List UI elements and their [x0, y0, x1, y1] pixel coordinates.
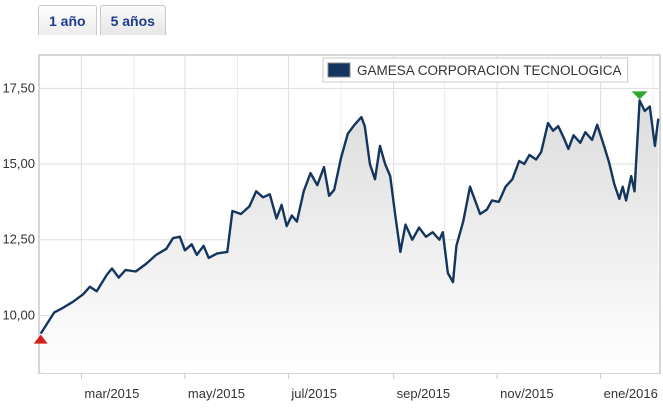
- price-area: [40, 100, 659, 374]
- tab-5-years-label: 5 años: [110, 13, 155, 29]
- tab-1-year-label: 1 año: [49, 13, 86, 29]
- x-axis: mar/2015 may/2015 jul/2015 sep/2015 nov/2015…: [80, 373, 658, 401]
- price-line: [39, 99, 660, 335]
- y-axis: 10,00 12,50 15,00 17,50: [2, 80, 35, 322]
- x-tick-label: mar/2015: [84, 386, 139, 401]
- y-tick-label: 17,50: [2, 80, 35, 95]
- y-tick-label: 10,00: [2, 307, 35, 322]
- legend-box: [322, 57, 629, 83]
- x-tick-label: ene/2016: [604, 386, 658, 401]
- y-tick-label: 12,50: [2, 232, 35, 247]
- tab-1-year[interactable]: 1 año: [38, 5, 97, 35]
- x-tick-label: nov/2015: [500, 386, 554, 401]
- x-tick-label: sep/2015: [397, 386, 451, 401]
- period-tabs: 1 año 5 años: [38, 5, 166, 37]
- legend: GAMESA CORPORACION TECNOLOGICA: [322, 57, 629, 83]
- legend-label: GAMESA CORPORACION TECNOLOGICA: [357, 63, 622, 78]
- y-tick-label: 15,00: [2, 156, 35, 171]
- min-max-markers: [33, 91, 648, 344]
- min-marker-icon: [33, 334, 48, 344]
- max-marker-icon: [631, 91, 648, 100]
- x-tick-label: jul/2015: [290, 386, 337, 401]
- x-tick-label: may/2015: [188, 386, 245, 401]
- tab-5-years[interactable]: 5 años: [99, 5, 166, 35]
- legend-swatch: [327, 62, 351, 78]
